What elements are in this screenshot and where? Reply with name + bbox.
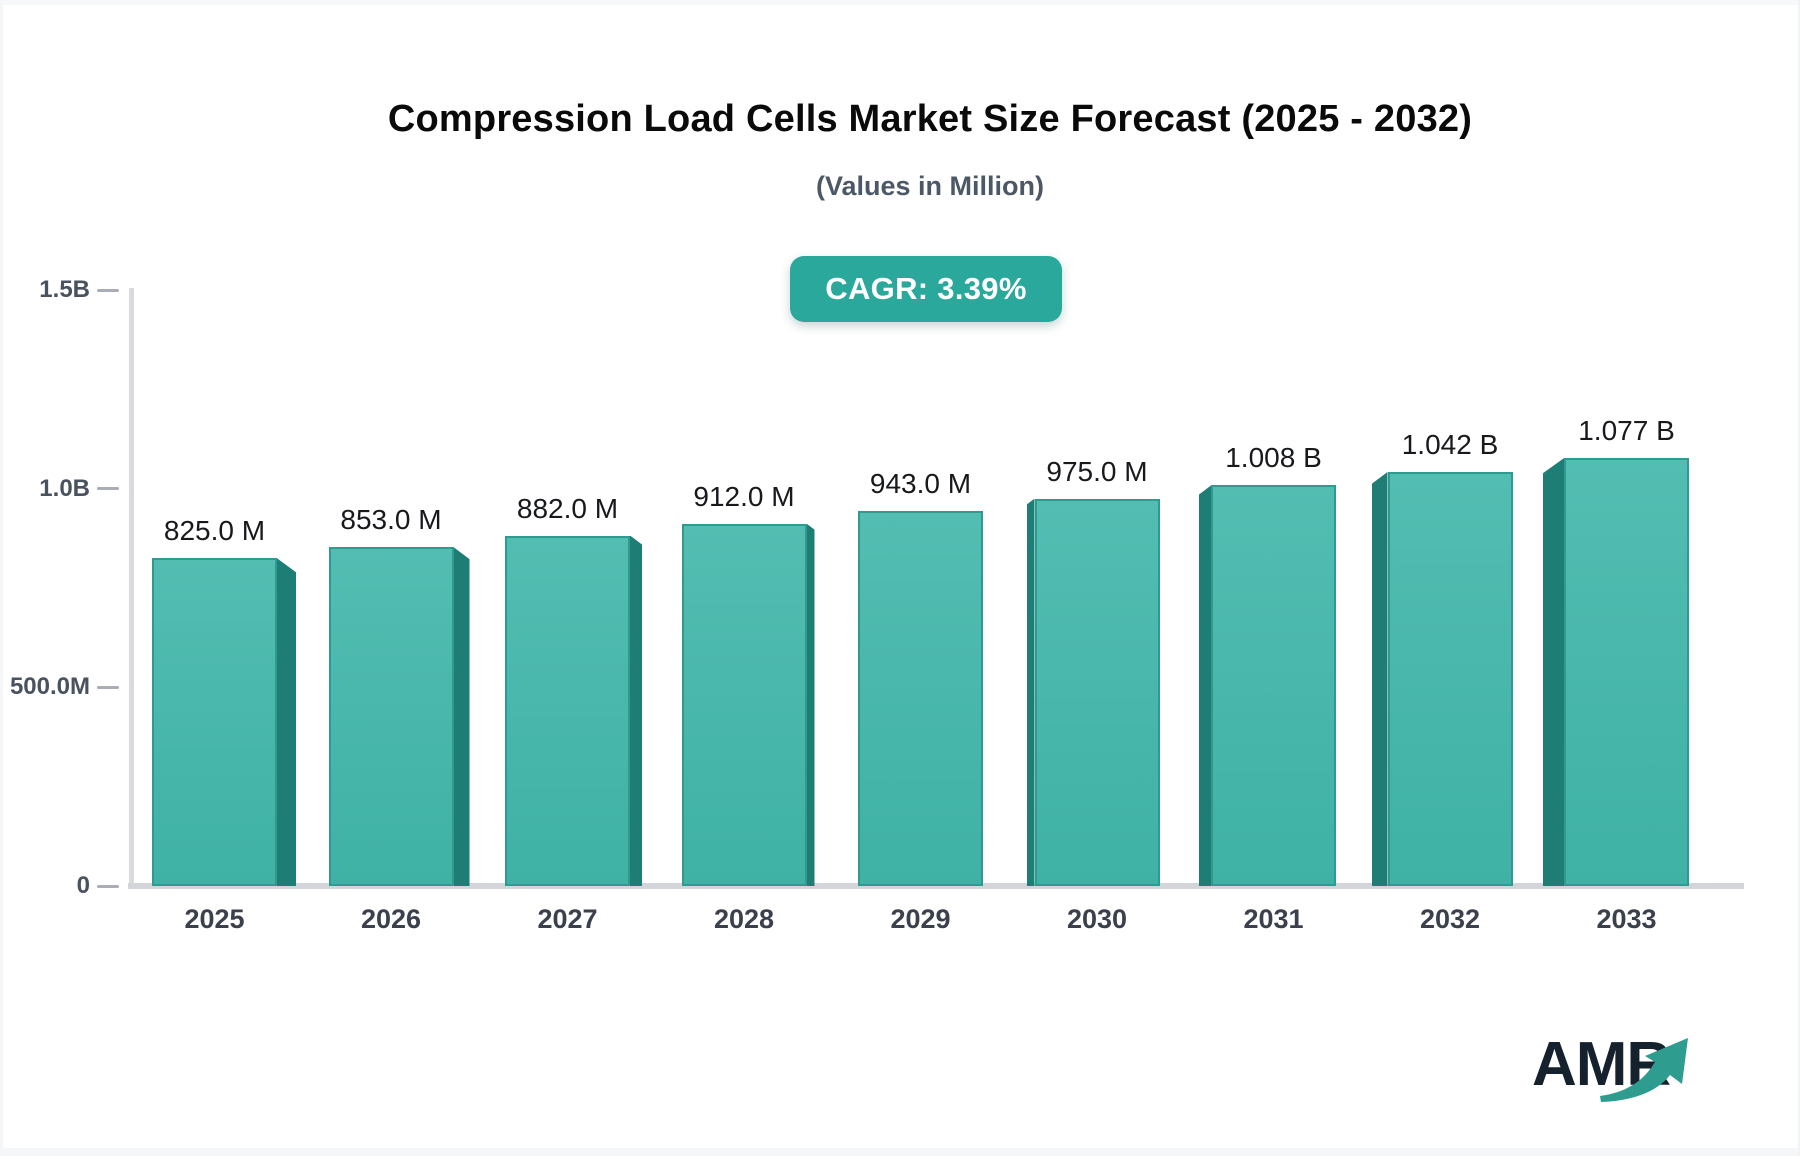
chart-title: Compression Load Cells Market Size Forec… [387,98,1473,140]
bar-value-label: 975.0 M [1046,455,1148,487]
x-axis-tick-label: 2030 [1066,904,1128,934]
bar-2029 [858,511,983,886]
bar-side-face [277,558,296,886]
bar-side-face [806,523,815,886]
x-axis-tick-label: 2029 [890,904,951,934]
y-axis-tick-mark [97,884,119,888]
bar-side-face [630,535,642,886]
x-axis-tick-label: 2027 [537,904,598,934]
y-axis-tick-mark [97,288,119,292]
bar-side-face [1199,485,1211,886]
bar-value-label: 825.0 M [163,515,266,547]
page-edge-top [0,0,1800,5]
y-axis-tick-mark [97,685,119,689]
bar-value-label: 912.0 M [693,480,795,512]
chart-subtitle: (Values in Million) [815,171,1045,201]
growth-arrow-icon [1600,1038,1688,1102]
bar-2032 [1387,471,1513,886]
bar-value-label: 943.0 M [869,468,972,500]
bar-side-face [1026,498,1035,886]
x-axis-tick-label: 2028 [713,904,775,934]
x-axis-tick-label: 2033 [1596,904,1657,934]
bar-side-face [453,547,470,886]
x-axis-line [128,883,1744,889]
y-axis-line [129,288,134,886]
bar-value-label: 1.042 B [1401,428,1499,460]
bar-value-label: 882.0 M [516,492,619,524]
bar-2027 [505,535,630,886]
page-edge-left [0,0,3,1156]
x-axis-tick-label: 2032 [1419,904,1481,934]
bar-2030 [1034,498,1160,886]
x-axis-tick-label: 2025 [184,904,245,934]
bar-value-label: 1.077 B [1578,415,1675,447]
cagr-badge-label: CAGR: 3.39% [825,271,1027,306]
bar-2025 [152,558,277,886]
y-axis-tick-mark [97,487,119,491]
bar-2031 [1211,485,1336,886]
bar-side-face [1543,458,1564,886]
y-axis-tick-label: 0 [76,872,90,899]
amr-logo: AMR [1532,1032,1732,1122]
x-axis-tick-label: 2031 [1243,904,1304,934]
y-axis-tick-label: 500.0M [9,673,90,701]
x-axis-tick-label: 2026 [360,904,422,934]
page-edge-bottom [0,1148,1800,1156]
bar-2026 [328,547,454,886]
bar-value-label: 853.0 M [340,504,442,536]
bar-value-label: 1.008 B [1225,442,1322,474]
cagr-badge: CAGR: 3.39% [790,256,1062,322]
y-axis-tick-label: 1.0B [39,474,90,502]
bar-2028 [681,523,807,886]
bar-side-face [1371,471,1388,886]
page-edge-right [1798,0,1800,1156]
y-axis-tick-label: 1.5B [39,276,90,303]
bar-2033 [1564,458,1689,886]
